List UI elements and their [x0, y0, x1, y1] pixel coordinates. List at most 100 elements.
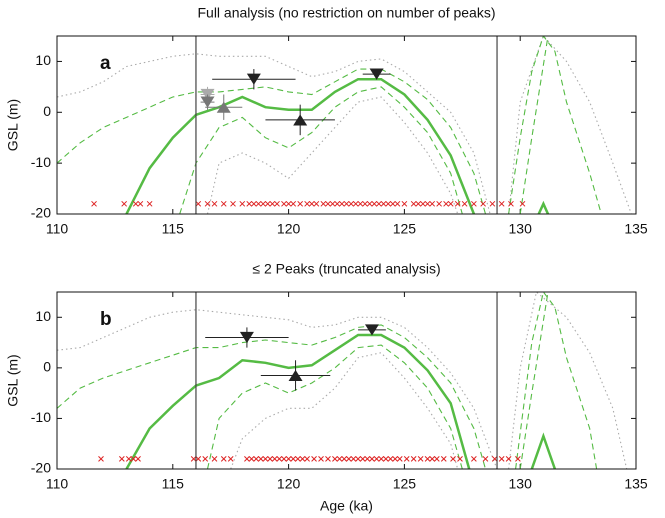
cross-marker [420, 200, 426, 207]
x-tick-label: 115 [162, 476, 185, 492]
cross-marker [508, 200, 514, 207]
cross-marker [378, 456, 385, 462]
panel-label: b [100, 309, 112, 330]
cross-marker [299, 456, 306, 462]
cross-marker [403, 456, 410, 462]
x-tick-label: 110 [46, 221, 69, 237]
panel-label: a [100, 53, 111, 74]
cross-marker [118, 456, 125, 462]
cross-marker [130, 456, 137, 462]
panel-title: Full analysis (no restriction on number … [197, 5, 495, 21]
cross-marker [257, 456, 264, 462]
cross-marker [436, 200, 442, 207]
cross-marker [211, 200, 218, 207]
triangle-marker [239, 331, 254, 344]
y-tick-label: 10 [35, 52, 51, 68]
cross-marker [281, 456, 287, 462]
cross-marker [480, 200, 486, 207]
cross-marker [304, 200, 310, 207]
cross-marker [505, 456, 512, 462]
cross-marker [267, 456, 273, 462]
cross-marker [383, 456, 389, 462]
x-tick-label: 120 [277, 476, 301, 492]
cross-marker [401, 200, 408, 207]
cross-marker [329, 200, 336, 207]
cross-marker [195, 200, 202, 207]
panel: ≤ 2 Peaks (truncated analysis) 110 115 120 1… [5, 261, 648, 514]
cross-marker [285, 456, 292, 462]
cross-marker [392, 456, 398, 462]
y-tick-label: -10 [31, 154, 51, 170]
cross-marker [276, 456, 283, 462]
cross-marker [410, 456, 417, 462]
cross-marker [125, 456, 132, 462]
cross-marker [285, 200, 292, 207]
cross-marker [281, 200, 287, 207]
cross-marker [264, 200, 271, 207]
x-axis-label: Age (ka) [320, 498, 373, 514]
series-line [206, 96, 459, 214]
cross-marker [244, 456, 250, 462]
x-tick-label: 130 [509, 476, 533, 492]
cross-marker [415, 200, 422, 207]
y-tick-label: 10 [35, 308, 51, 324]
cross-marker [290, 456, 297, 462]
cross-marker [230, 200, 236, 207]
cross-marker [220, 200, 227, 207]
cross-marker [429, 456, 436, 462]
cross-marker [135, 456, 141, 462]
x-tick-label: 110 [46, 476, 69, 492]
cross-marker [325, 200, 331, 207]
series-line [206, 292, 549, 469]
cross-marker [227, 456, 234, 462]
series-line [57, 36, 602, 214]
cross-marker [246, 200, 253, 207]
cross-marker [290, 200, 297, 207]
cross-marker [355, 456, 361, 462]
series-line [230, 352, 459, 469]
cross-marker [362, 200, 368, 207]
y-tick-label: 0 [43, 103, 51, 119]
cross-marker [482, 456, 489, 462]
cross-marker [121, 200, 128, 207]
cross-marker [394, 200, 401, 207]
y-tick-label: -20 [31, 460, 51, 476]
cross-marker [429, 200, 436, 207]
plot-area [57, 36, 632, 214]
cross-marker [311, 456, 317, 462]
cross-marker [325, 456, 331, 462]
cross-marker [371, 200, 378, 207]
cross-marker [332, 456, 338, 462]
panel-title: ≤ 2 Peaks (truncated analysis) [252, 261, 440, 277]
cross-marker [380, 200, 387, 207]
x-tick-label: 125 [393, 476, 417, 492]
cross-marker [345, 456, 352, 462]
cross-marker [491, 456, 498, 462]
triangle-marker [369, 68, 384, 80]
cross-marker [137, 200, 144, 207]
y-axis-label: GSL (m) [5, 354, 21, 406]
cross-marker [433, 456, 440, 462]
cross-marker [295, 456, 301, 462]
cross-marker [471, 456, 477, 462]
x-tick-label: 125 [393, 221, 417, 237]
cross-marker [269, 200, 276, 207]
cross-marker [248, 456, 255, 462]
cross-marker [359, 456, 366, 462]
cross-marker [262, 456, 269, 462]
cross-marker [454, 200, 461, 207]
x-tick-label: 135 [624, 476, 648, 492]
cross-marker [239, 200, 246, 207]
triangle-marker [200, 96, 215, 108]
y-tick-label: -10 [31, 409, 51, 425]
cross-marker [447, 200, 454, 207]
cross-marker [348, 200, 354, 207]
triangle-marker [288, 369, 303, 382]
cross-marker [498, 200, 505, 207]
cross-marker [350, 456, 357, 462]
cross-marker [387, 456, 394, 462]
y-axis-label: GSL (m) [5, 99, 21, 151]
cross-marker [339, 200, 345, 207]
series-line [125, 77, 550, 214]
